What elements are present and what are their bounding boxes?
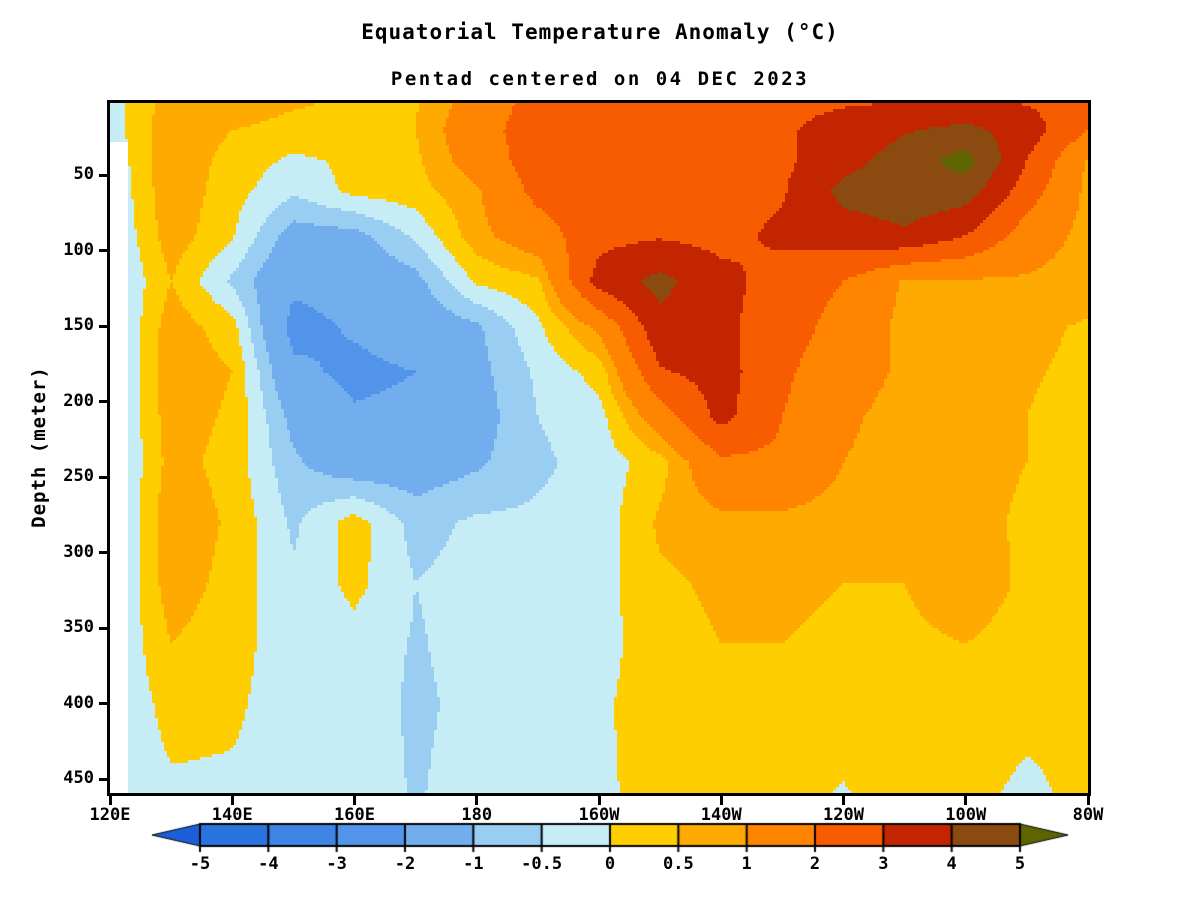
y-tick-mark [99, 324, 108, 328]
colorbar-tick-label: -3 [326, 854, 347, 874]
y-tick-mark [99, 400, 108, 404]
x-tick-mark [353, 796, 356, 805]
colorbar-legend: -5 -4 -3 -2 -1 -0.5 0 0.5 1 2 3 4 5 [150, 822, 1070, 886]
colorbar-tick-label: 4 [946, 854, 957, 874]
colorbar-tick-label: 0.5 [662, 854, 694, 874]
x-tick-label: 180 [461, 805, 493, 825]
y-tick-mark [99, 173, 108, 177]
x-tick-label: 160E [334, 805, 375, 825]
x-tick-label: 140W [700, 805, 742, 825]
y-tick-mark [99, 475, 108, 479]
x-tick-label: 140E [211, 805, 253, 825]
x-tick-mark [1086, 796, 1090, 805]
chart-subtitle: Pentad centered on 04 DEC 2023 [390, 68, 810, 90]
y-tick-label: 100 [63, 239, 94, 260]
y-tick-mark [99, 626, 108, 630]
colorbar-tick-label: 0 [604, 854, 616, 874]
y-tick-label: 50 [73, 164, 94, 185]
x-tick-mark [964, 796, 968, 805]
colorbar-tick-label: 1 [741, 854, 752, 874]
colorbar-tick-label: -5 [189, 854, 211, 874]
x-tick-mark [842, 796, 845, 805]
y-tick-label: 300 [63, 541, 94, 562]
colorbar-tick-label: 5 [1014, 854, 1026, 874]
x-tick-mark [230, 796, 234, 805]
y-tick-mark [99, 249, 108, 253]
contour-plot-canvas [110, 103, 1088, 793]
colorbar-tick-label: -1 [463, 854, 484, 874]
x-tick-mark [597, 796, 601, 805]
y-tick-mark [99, 702, 108, 706]
y-tick-label: 450 [63, 768, 94, 789]
colorbar-tick-label: -2 [394, 854, 416, 874]
y-tick-label: 250 [63, 466, 94, 487]
x-tick-mark [475, 796, 479, 805]
x-tick-label: 160W [578, 805, 620, 825]
colorbar-tick-label: 2 [809, 854, 821, 874]
x-tick-label: 120E [89, 805, 131, 825]
colorbar-tick-label: 3 [878, 854, 889, 874]
y-tick-label: 400 [63, 692, 94, 713]
y-tick-mark [99, 551, 108, 555]
colorbar-tick-label: -0.5 [521, 854, 563, 874]
y-axis-title: Depth (meter) [28, 366, 50, 528]
colorbar-canvas [150, 822, 1070, 854]
plot-frame [107, 100, 1091, 796]
x-tick-mark [108, 796, 112, 805]
y-tick-mark [99, 777, 108, 781]
x-tick-label: 120W [823, 805, 864, 825]
y-tick-label: 350 [63, 617, 94, 638]
y-tick-label: 200 [63, 390, 94, 411]
x-tick-label: 80W [1072, 805, 1104, 825]
x-tick-label: 100W [945, 805, 987, 825]
x-tick-mark [719, 796, 723, 805]
chart-title: Equatorial Temperature Anomaly (°C) [361, 20, 839, 44]
colorbar-tick-label: -4 [258, 854, 279, 874]
y-tick-label: 150 [63, 315, 94, 336]
